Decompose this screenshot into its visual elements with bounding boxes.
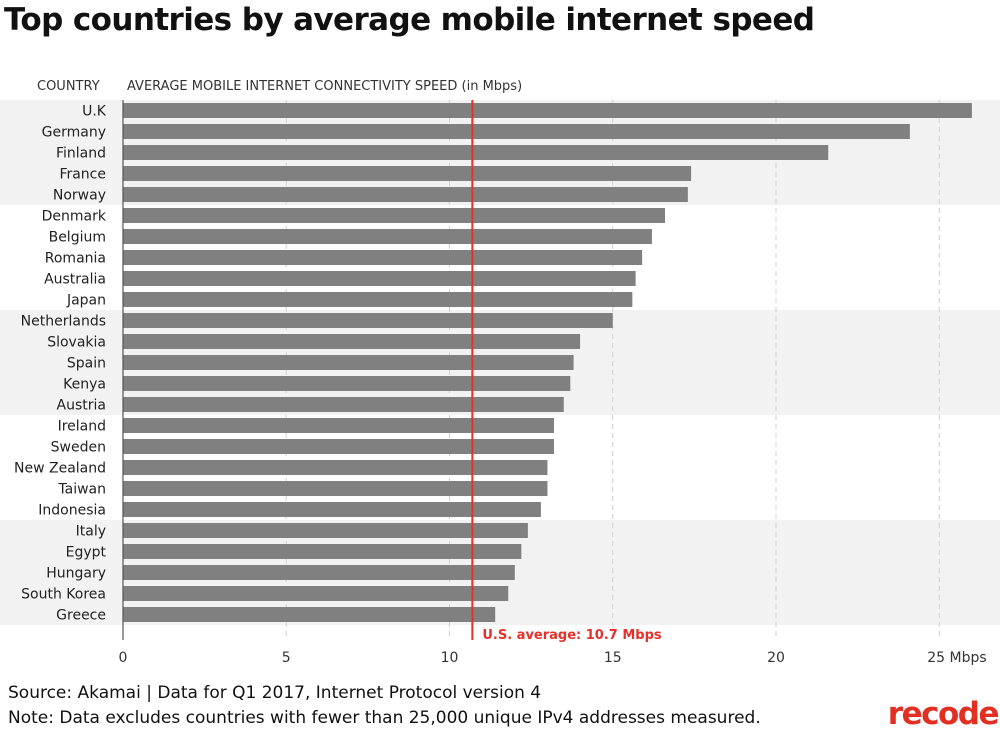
country-label: Japan — [66, 293, 106, 309]
country-label: Slovakia — [47, 335, 106, 351]
source-note: Source: Akamai | Data for Q1 2017, Inter… — [8, 683, 542, 703]
country-label: Greece — [56, 608, 106, 624]
country-label: Belgium — [49, 230, 106, 246]
country-label: Romania — [45, 251, 106, 267]
country-label: Spain — [67, 356, 106, 372]
country-label: New Zealand — [14, 461, 106, 477]
country-label: U.K — [82, 104, 107, 120]
country-label: Ireland — [58, 419, 106, 435]
bar — [123, 313, 613, 328]
bar — [123, 103, 972, 118]
country-label: Taiwan — [57, 482, 106, 498]
bar — [123, 418, 554, 433]
country-column-header: COUNTRY — [37, 79, 100, 94]
country-label: Egypt — [66, 545, 107, 561]
x-tick-label: 10 — [441, 650, 459, 666]
chart-title: Top countries by average mobile internet… — [4, 2, 815, 38]
bar — [123, 187, 688, 202]
bar — [123, 565, 515, 580]
x-tick-label: 20 — [767, 650, 785, 666]
bar — [123, 292, 633, 307]
country-label: Hungary — [46, 566, 106, 582]
bar — [123, 376, 571, 391]
country-label: Australia — [44, 272, 106, 288]
bar — [123, 271, 636, 286]
country-label: Netherlands — [21, 314, 106, 330]
bar — [123, 439, 554, 454]
bar — [123, 502, 541, 517]
data-note: Note: Data excludes countries with fewer… — [8, 708, 761, 728]
country-label: South Korea — [21, 587, 106, 603]
bar — [123, 397, 564, 412]
country-label: France — [59, 167, 106, 183]
bar — [123, 250, 643, 265]
bar-chart: COUNTRY AVERAGE MOBILE INTERNET CONNECTIV… — [0, 79, 1000, 666]
country-label: Norway — [53, 188, 106, 204]
bar — [123, 355, 574, 370]
country-label: Indonesia — [38, 503, 106, 519]
country-label: Germany — [42, 125, 106, 141]
bar — [123, 229, 652, 244]
bar — [123, 586, 509, 601]
recode-logo: recode — [887, 696, 1000, 732]
bar — [123, 208, 665, 223]
country-label: Sweden — [51, 440, 106, 456]
country-label: Kenya — [63, 377, 106, 393]
bar — [123, 607, 496, 622]
bar — [123, 334, 581, 349]
x-tick-label: 25 Mbps — [927, 650, 986, 666]
x-tick-label: 5 — [282, 650, 291, 666]
bar — [123, 460, 548, 475]
bar — [123, 124, 910, 139]
country-label: Denmark — [42, 209, 107, 225]
value-column-header: AVERAGE MOBILE INTERNET CONNECTIVITY SPE… — [127, 79, 522, 94]
bar — [123, 166, 692, 181]
bar — [123, 145, 829, 160]
bar — [123, 523, 528, 538]
x-tick-label: 0 — [119, 650, 128, 666]
country-label: Austria — [57, 398, 106, 414]
us-average-label: U.S. average: 10.7 Mbps — [482, 628, 662, 643]
country-label: Italy — [76, 524, 106, 540]
x-tick-label: 15 — [604, 650, 622, 666]
bar — [123, 481, 548, 496]
country-label: Finland — [56, 146, 106, 162]
bar — [123, 544, 522, 559]
